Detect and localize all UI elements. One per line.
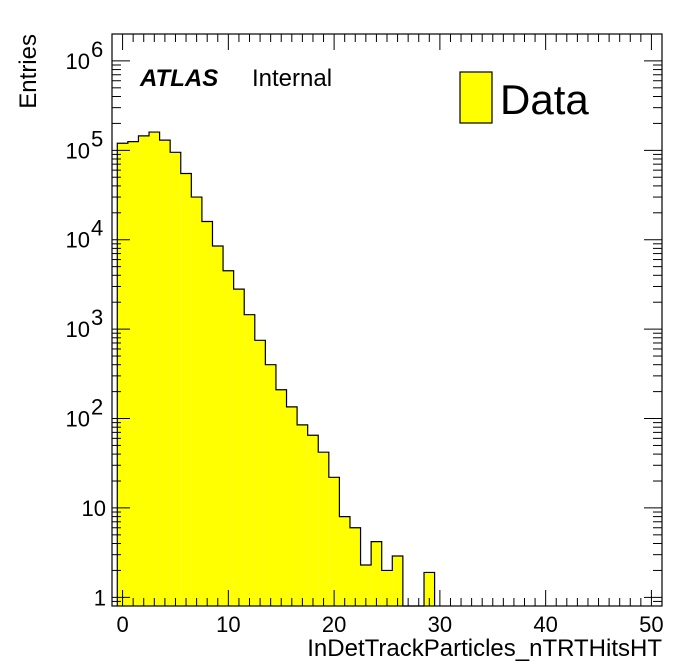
internal-label: Internal: [252, 65, 332, 92]
axis-ticks: [111, 33, 663, 607]
histogram-bar: [212, 246, 224, 606]
y-axis-title: Entries: [15, 34, 42, 109]
histogram-bar: [201, 221, 213, 606]
y-tick-label: 10: [82, 496, 106, 521]
y-tick-label: 10: [66, 49, 90, 74]
histogram-bar: [275, 389, 287, 606]
y-tick-label-exponent: 2: [91, 395, 103, 420]
histogram-bar: [233, 289, 245, 606]
x-tick-label: 0: [116, 612, 128, 637]
histogram-bar: [149, 132, 160, 606]
atlas-label: ATLAS: [139, 65, 218, 92]
x-axis-title: InDetTrackParticles_nTRTHitsHT: [307, 635, 662, 662]
x-tick-label: 50: [639, 612, 663, 637]
y-tick-label: 10: [66, 317, 90, 342]
y-tick-label-exponent: 5: [91, 126, 103, 151]
x-tick-label: 40: [533, 612, 557, 637]
x-tick-label: 20: [322, 612, 346, 637]
y-tick-label-exponent: 6: [91, 37, 103, 62]
histogram-bar: [349, 527, 361, 606]
histogram-bar: [159, 140, 171, 606]
histogram-bar: [339, 516, 350, 606]
histogram-bar: [127, 141, 139, 606]
histogram-bar: [286, 406, 298, 606]
y-tick-label-exponent: 3: [91, 305, 103, 330]
histogram-outline: [116, 131, 436, 607]
histogram-bar: [117, 143, 128, 606]
histogram-bar: [360, 564, 372, 606]
y-tick-label-exponent: 4: [91, 216, 103, 241]
histogram-line: [116, 131, 436, 607]
y-tick-label: 10: [66, 407, 90, 432]
histogram-bar: [191, 197, 202, 606]
x-tick-label: 10: [216, 612, 240, 637]
legend-label-data: Data: [500, 76, 589, 123]
histogram-bar: [180, 173, 192, 607]
y-tick-label: 10: [66, 228, 90, 253]
histogram-bar: [254, 340, 266, 606]
histogram-bar: [265, 364, 276, 606]
histogram-bar: [307, 435, 319, 606]
histogram-bar: [297, 424, 308, 606]
histogram-bar: [318, 452, 329, 606]
legend: Data: [459, 71, 589, 124]
y-tick-label: 10: [66, 138, 90, 163]
histogram-bar: [381, 570, 393, 606]
histogram-bar: [424, 572, 435, 606]
histogram-bar: [170, 152, 181, 606]
y-tick-label: 1: [94, 585, 106, 610]
histogram-bar: [223, 270, 234, 606]
histogram-bar: [138, 135, 150, 607]
legend-swatch-data: [459, 71, 493, 124]
histogram-bar: [371, 541, 382, 606]
histogram-bar: [244, 314, 255, 606]
histogram-bars: [117, 132, 435, 607]
histogram-bar: [328, 477, 340, 606]
x-tick-label: 30: [428, 612, 452, 637]
histogram-bar: [392, 555, 403, 606]
